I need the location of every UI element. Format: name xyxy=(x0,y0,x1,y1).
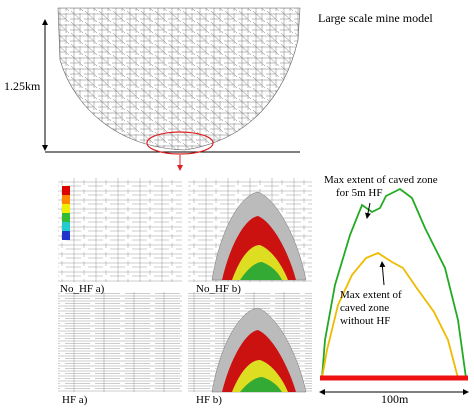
panel-image xyxy=(58,292,182,392)
annotation-arrow xyxy=(379,261,386,286)
annotation: Max extent of caved zone for 5m HF xyxy=(324,174,438,199)
panel-label: No_HF a) xyxy=(60,283,105,295)
annotation: Max extent of caved zone without HF xyxy=(340,289,402,327)
width-label: 100m xyxy=(381,392,409,406)
caved-extent-hf xyxy=(321,187,467,379)
zoom-ellipse xyxy=(146,131,214,155)
height-label: 1.25km xyxy=(4,79,41,93)
caved-extent-no-hf xyxy=(321,251,459,379)
cave xyxy=(211,307,307,393)
mine-model xyxy=(57,7,301,151)
cave xyxy=(211,191,307,281)
annotation-arrow xyxy=(365,202,371,219)
legend xyxy=(62,186,70,240)
title: Large scale mine model xyxy=(318,11,433,25)
panel-label: HF a) xyxy=(62,394,88,406)
panel-label: No_HF b) xyxy=(196,283,241,295)
panel-label: HF b) xyxy=(196,394,222,406)
panel-image xyxy=(58,178,182,282)
